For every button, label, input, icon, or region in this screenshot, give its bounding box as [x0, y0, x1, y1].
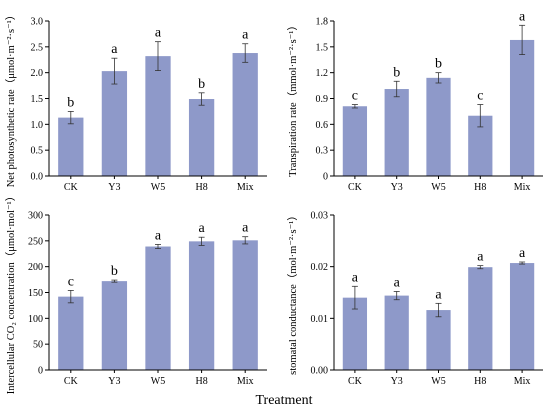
y-tick-label: 150 [28, 288, 43, 299]
y-tick-label: 50 [33, 340, 43, 351]
significance-letter: a [111, 42, 118, 57]
bar [384, 89, 409, 176]
bar [232, 240, 258, 370]
y-tick-label: 0.5 [31, 146, 44, 157]
significance-letter: a [198, 221, 205, 236]
bar [145, 246, 171, 370]
significance-letter: a [352, 270, 359, 285]
significance-letter: a [519, 246, 526, 261]
x-tick-label: Mix [514, 182, 531, 193]
chart-panel-transpiration-rate: c CK b Y3 b W5 c H8 a Mix 0 0.3 0.6 0.9 1.2 1.5 1.8 Trans… [287, 9, 543, 193]
y-tick-label: 0.00 [311, 366, 329, 377]
x-tick-label: CK [64, 182, 79, 193]
bar [426, 310, 451, 370]
y-tick-label: 0 [38, 366, 43, 377]
bar [188, 99, 215, 176]
significance-letter: c [352, 89, 358, 104]
x-tick-label: Y3 [108, 376, 120, 387]
y-tick-label: 100 [28, 314, 43, 325]
bar [342, 297, 368, 370]
y-tick-label: 1.5 [316, 42, 329, 53]
y-axis-title: stomatal conductance（mol·m⁻²·s⁻¹） [287, 210, 299, 375]
x-tick-label: Y3 [391, 182, 403, 193]
bar [101, 281, 128, 370]
y-axis-title: Net photosynthetic rate（μmol·m⁻²·s⁻¹） [5, 10, 17, 188]
y-tick-label: 0.9 [316, 94, 329, 105]
y-tick-label: 250 [28, 236, 43, 247]
y-tick-label: 3.0 [31, 17, 44, 28]
x-tick-label: CK [348, 182, 363, 193]
x-tick-label: H8 [474, 376, 486, 387]
bar [188, 241, 215, 370]
y-tick-label: 0 [323, 172, 328, 183]
bar [342, 106, 368, 176]
x-tick-label: W5 [151, 182, 165, 193]
y-tick-label: 0.6 [316, 120, 329, 131]
bar [58, 117, 84, 176]
y-tick-label: 1.5 [31, 94, 44, 105]
y-tick-label: 1.8 [316, 17, 329, 28]
y-tick-label: 0.01 [311, 314, 329, 325]
chart-panel-net-photosynthetic-rate: b CK a Y3 a W5 b H8 a Mix 0.0 0.5 1.0 1.5 2.0 2.5 3.0 Net… [5, 10, 267, 193]
bar [145, 56, 171, 177]
significance-letter: a [519, 9, 526, 24]
x-tick-label: W5 [431, 182, 445, 193]
x-tick-label: W5 [431, 376, 445, 387]
x-tick-label: H8 [195, 376, 207, 387]
chart-panel-stomatal-conductance: a CK a Y3 a W5 a H8 a Mix 0.00 0.01 0.02 0.03 stomatal… [287, 210, 543, 387]
x-tick-label: CK [64, 376, 79, 387]
x-tick-label: Mix [237, 182, 254, 193]
x-tick-label: Y3 [108, 182, 120, 193]
chart-panel-intercellular-co2: c CK b Y3 a W5 a H8 a Mix 0 50 100 150 200 250 300 Interc… [5, 191, 267, 394]
x-tick-label: H8 [195, 182, 207, 193]
y-tick-label: 0.02 [311, 262, 329, 273]
significance-letter: b [111, 264, 118, 279]
y-tick-label: 0.03 [311, 211, 329, 222]
y-tick-label: 1.2 [316, 68, 329, 79]
bar [509, 263, 535, 370]
x-tick-label: W5 [151, 376, 165, 387]
bar [232, 53, 258, 176]
y-tick-label: 0.3 [316, 146, 329, 157]
x-tick-label: H8 [474, 182, 486, 193]
x-tick-label: Mix [514, 376, 531, 387]
bar [426, 77, 451, 176]
x-tick-label: Mix [237, 376, 254, 387]
bar [58, 296, 84, 370]
y-tick-label: 2.5 [31, 42, 44, 53]
significance-letter: a [242, 28, 249, 43]
significance-letter: a [155, 26, 162, 41]
x-tick-label: CK [348, 376, 363, 387]
x-tick-label: Y3 [391, 376, 403, 387]
significance-letter: b [67, 95, 74, 110]
significance-letter: c [68, 274, 74, 289]
bar [509, 39, 535, 176]
y-tick-label: 200 [28, 262, 43, 273]
significance-letter: c [477, 89, 483, 104]
significance-letter: a [477, 250, 484, 265]
significance-letter: a [394, 275, 401, 290]
y-tick-label: 300 [28, 211, 43, 222]
x-axis-title: Treatment [255, 393, 312, 408]
significance-letter: b [435, 57, 442, 72]
y-axis-title: Transpiration rate（mmol·m⁻²·s⁻¹） [287, 20, 299, 177]
y-axis-title: Intercellular CO₂ concentration（μmol·mol… [5, 191, 17, 394]
bar [101, 71, 128, 176]
significance-letter: b [198, 77, 205, 92]
bar [468, 267, 493, 370]
significance-letter: b [393, 65, 400, 80]
y-tick-label: 0.0 [31, 172, 44, 183]
bar [384, 295, 409, 370]
y-tick-label: 2.0 [31, 68, 44, 79]
significance-letter: a [435, 287, 442, 302]
significance-letter: a [242, 221, 249, 236]
y-tick-label: 1.0 [31, 120, 44, 131]
significance-letter: a [155, 228, 162, 243]
